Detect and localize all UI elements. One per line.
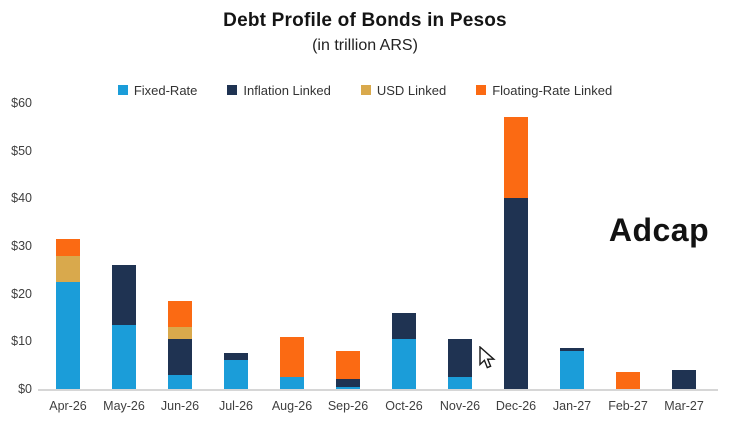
bar-segment-floating-rate-linked-feb-27 xyxy=(616,372,640,389)
legend-item-fixed-rate: Fixed-Rate xyxy=(117,82,198,98)
y-tick-label-20: $20 xyxy=(11,286,32,301)
chart-subtitle: (in trillion ARS) xyxy=(312,37,418,54)
bar-segment-inflation-linked-jun-26 xyxy=(168,338,192,375)
legend-label: USD Linked xyxy=(376,82,447,98)
x-tick-label-mar-27: Mar-27 xyxy=(664,399,704,413)
y-tick-label-40: $40 xyxy=(11,191,32,206)
bar-segment-floating-rate-linked-aug-26 xyxy=(280,336,304,378)
bar-segment-floating-rate-linked-sep-26 xyxy=(336,350,360,380)
x-tick-label-nov-26: Nov-26 xyxy=(439,399,481,413)
bar-segment-fixed-rate-jun-26 xyxy=(168,374,192,389)
bar-segment-inflation-linked-oct-26 xyxy=(392,312,416,339)
bar-segment-fixed-rate-apr-26 xyxy=(56,281,80,389)
bar-segment-inflation-linked-dec-26 xyxy=(504,198,528,389)
x-tick-label-jun-26: Jun-26 xyxy=(160,399,200,413)
legend-swatch-icon xyxy=(227,85,238,95)
y-tick-label-30: $30 xyxy=(11,239,32,253)
bar-segment-fixed-rate-sep-26 xyxy=(336,386,360,389)
x-tick-label-apr-26: Apr-26 xyxy=(49,399,87,413)
y-tick-label-0: $0 xyxy=(18,382,32,396)
chart-title: Debt Profile of Bonds in Pesos xyxy=(223,10,507,31)
bar-segment-fixed-rate-jul-26 xyxy=(224,360,248,389)
bar-segment-fixed-rate-nov-26 xyxy=(448,377,472,389)
chart-legend: Fixed-Rate Inflation Linked USD Linked Floa… xyxy=(0,82,730,98)
x-tick-label-sep-26: Sep-26 xyxy=(327,399,369,413)
adcap-logo: Adcap xyxy=(608,212,710,248)
bar-segment-usd-linked-jun-26 xyxy=(168,327,192,339)
bar-segment-fixed-rate-aug-26 xyxy=(280,377,304,389)
legend-label: Fixed-Rate xyxy=(133,82,198,98)
bar-segment-usd-linked-apr-26 xyxy=(56,255,80,282)
mouse-cursor-icon xyxy=(479,346,496,369)
legend-item-floating-rate-linked: Floating-Rate Linked xyxy=(476,83,612,98)
bar-segment-fixed-rate-jan-27 xyxy=(560,350,584,389)
bar-segment-floating-rate-linked-jun-26 xyxy=(168,300,192,328)
x-axis-line xyxy=(38,389,718,391)
x-tick-label-jul-26: Jul-26 xyxy=(218,399,254,413)
bar-segment-inflation-linked-jul-26 xyxy=(224,353,248,361)
bar-segment-inflation-linked-may-26 xyxy=(112,265,136,325)
bar-segment-fixed-rate-oct-26 xyxy=(392,338,416,389)
legend-item-usd-linked: USD Linked xyxy=(360,82,447,98)
bar-segment-inflation-linked-jan-27 xyxy=(560,348,584,351)
y-tick-label-10: $10 xyxy=(11,334,32,349)
x-tick-label-may-26: May-26 xyxy=(103,399,145,413)
x-tick-label-oct-26: Oct-26 xyxy=(385,399,423,413)
x-tick-label-feb-27: Feb-27 xyxy=(608,399,648,413)
bar-segment-inflation-linked-nov-26 xyxy=(448,338,472,378)
legend-swatch-icon xyxy=(117,85,128,95)
x-tick-label-jan-27: Jan-27 xyxy=(552,399,592,413)
legend-label: Inflation Linked xyxy=(243,82,331,98)
y-tick-label-50: $50 xyxy=(11,143,32,158)
bar-segment-inflation-linked-mar-27 xyxy=(672,369,696,389)
x-tick-label-dec-26: Dec-26 xyxy=(495,399,537,413)
y-tick-label-60: $60 xyxy=(11,96,32,110)
legend-item-inflation-linked: Inflation Linked xyxy=(227,82,331,98)
bar-segment-floating-rate-linked-apr-26 xyxy=(56,238,80,256)
bar-segment-floating-rate-linked-dec-26 xyxy=(504,117,528,199)
bar-segment-inflation-linked-sep-26 xyxy=(336,379,360,387)
legend-swatch-icon xyxy=(476,85,487,95)
x-tick-label-aug-26: Aug-26 xyxy=(271,399,313,413)
legend-label: Floating-Rate Linked xyxy=(492,82,613,98)
bar-segment-fixed-rate-may-26 xyxy=(112,324,136,389)
legend-swatch-icon xyxy=(360,85,371,95)
